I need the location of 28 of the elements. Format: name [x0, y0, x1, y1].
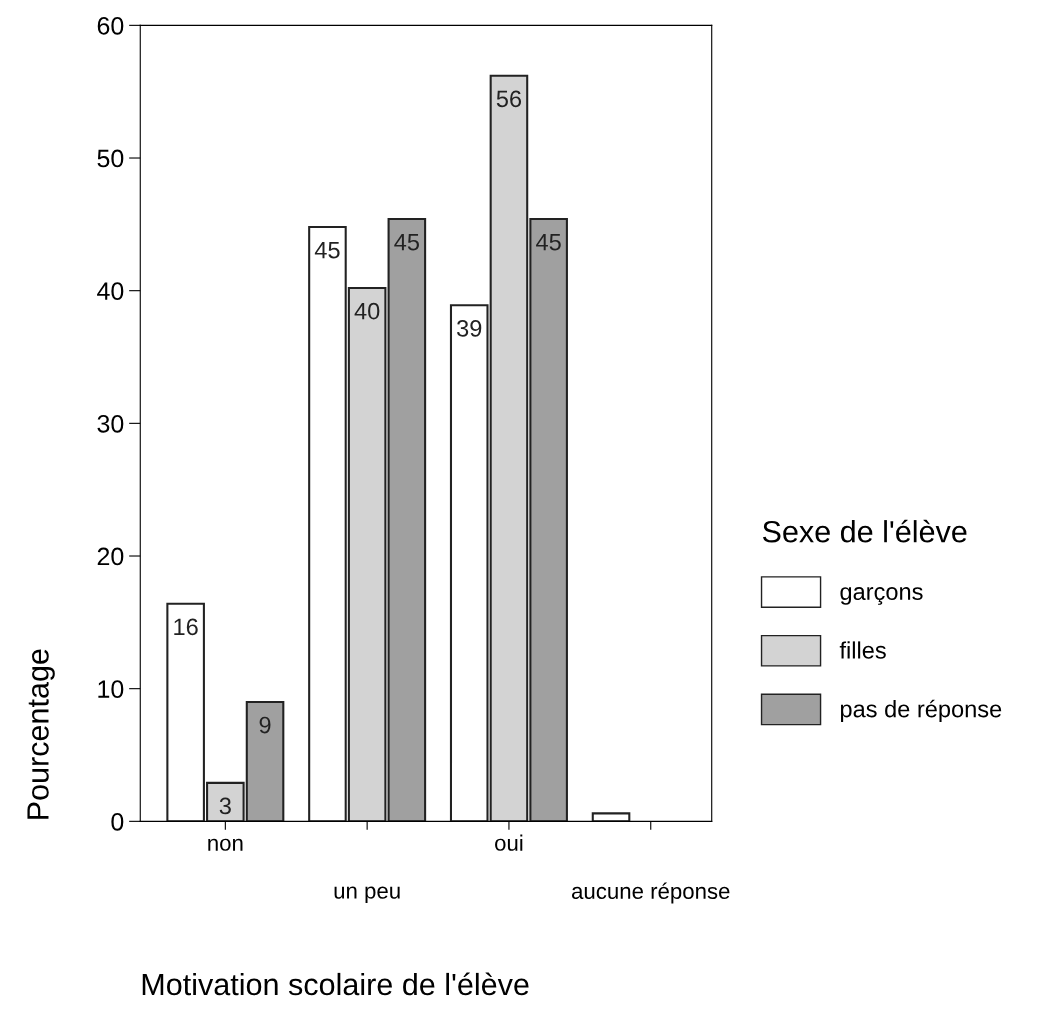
data-label: 45 [314, 241, 340, 259]
y-tick-label: 10 [98, 680, 124, 698]
x-axis-title: Motivation scolaire de l'élève [142, 972, 529, 996]
y-tick-label: 0 [111, 812, 124, 831]
data-label: 16 [174, 618, 198, 636]
bar [591, 812, 631, 822]
legend-label: garçons [840, 587, 923, 605]
x-tick-label: aucune réponse [572, 882, 730, 904]
data-label: 56 [496, 90, 522, 108]
data-label: 45 [536, 234, 561, 251]
legend-label: pas de réponse [840, 699, 1002, 723]
y-tick-label: 30 [97, 414, 124, 433]
data-label: 45 [394, 234, 419, 251]
legend-label: filles [839, 641, 886, 659]
y-tick-label: 50 [97, 149, 124, 168]
y-axis-title: Pourcentage [27, 649, 55, 819]
x-tick-label: un peu [334, 886, 400, 904]
x-tick-label: oui [495, 834, 523, 851]
y-tick-label: 60 [97, 16, 124, 35]
legend-title: Sexe de l'élève [762, 519, 967, 543]
data-label: 39 [457, 320, 482, 337]
data-label: 40 [354, 302, 380, 320]
bar [387, 218, 427, 822]
data-label: 9 [259, 716, 271, 734]
x-tick-label: non [208, 838, 243, 851]
data-label: 3 [219, 797, 231, 815]
y-tick-label: 40 [97, 282, 124, 300]
y-tick-label: 20 [97, 547, 124, 566]
